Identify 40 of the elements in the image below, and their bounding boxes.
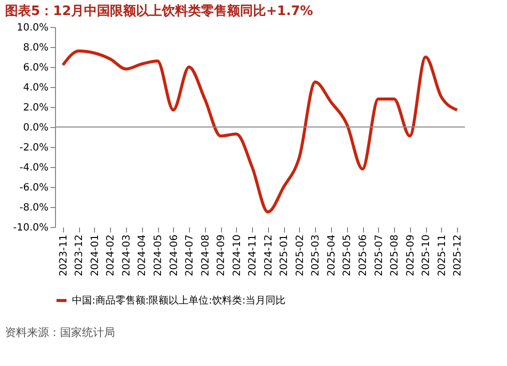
x-tick-label: 2025-09 [405,234,416,276]
x-tick-label: 2025-07 [374,234,385,276]
x-tick-label: 2025-02 [294,234,306,276]
y-tick-label: 0.0% [23,122,48,134]
x-tick-label: 2024-01 [90,234,101,276]
y-tick-label: -8.0% [19,202,48,214]
x-tick-label: 2025-08 [390,234,401,276]
x-tick-label: 2024-12 [263,234,274,276]
y-tick-label: -4.0% [19,162,48,174]
legend-label: 中国:商品零售额:限额以上单位:饮料类:当月同比 [72,294,286,306]
x-tick-label: 2025-04 [326,234,338,276]
x-tick-label: 2025-03 [310,234,322,276]
x-tick-label: 2024-08 [200,234,212,276]
chart-title: 图表5：12月中国限额以上饮料类零售额同比+1.7% [5,3,314,19]
y-tick-label: 4.0% [23,82,48,94]
x-tick-label: 2025-06 [358,234,369,276]
x-tick-label: 2024-10 [232,234,243,276]
y-tick-label: -2.0% [19,142,48,154]
x-tick-label: 2025-11 [436,234,448,276]
x-tick-label: 2024-05 [153,234,164,276]
y-tick-label: -6.0% [19,182,48,194]
x-tick-label: 2024-02 [106,234,117,276]
x-tick-label: 2023-11 [58,234,70,276]
x-tick-label: 2023-12 [74,234,86,276]
y-tick-label: 8.0% [23,42,48,54]
x-tick-label: 2024-07 [184,234,196,276]
y-tick-label: 2.0% [23,102,48,114]
y-tick-label: 6.0% [23,62,48,74]
x-tick-label: 2025-05 [342,234,354,276]
text: 资料来源：国家统计局 [5,326,115,339]
y-tick-label: 10.0% [16,22,48,34]
x-tick-label: 2025-01 [279,234,290,276]
x-tick-label: 2024-03 [121,234,132,276]
x-tick-label: 2024-04 [137,234,148,276]
x-tick-label: 2024-06 [168,234,180,276]
x-tick-label: 2024-11 [248,234,259,276]
x-tick-label: 2024-09 [216,234,228,276]
y-tick-label: -10.0% [13,222,48,234]
x-tick-label: 2025-12 [452,234,464,276]
x-tick-label: 2025-10 [421,234,432,276]
